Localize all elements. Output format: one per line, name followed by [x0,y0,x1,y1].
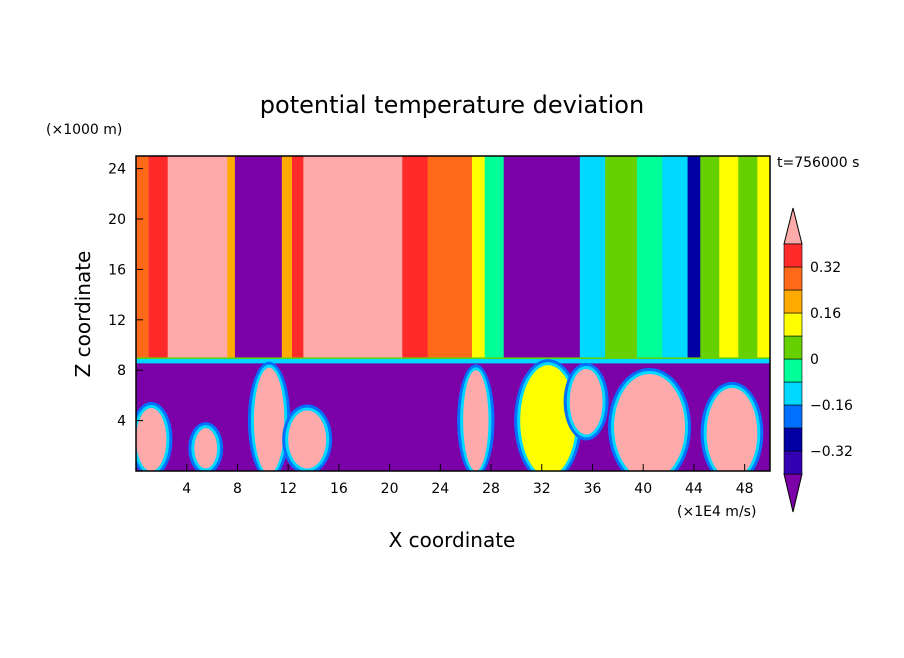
colorbar-tick-label: −0.32 [810,444,853,460]
colorbar-min-extension [783,473,803,513]
upper-column [700,156,720,362]
x-tick-label: 12 [279,481,297,497]
upper-column [662,156,689,362]
lower-feature [569,368,603,435]
y-axis-title: Z coordinate [71,251,95,378]
colorbar-segment [783,312,803,337]
x-tick-label: 24 [431,481,449,497]
x-tick-label: 40 [634,481,652,497]
upper-column [738,156,758,362]
y-tick-label: 16 [108,262,126,278]
inversion-band [136,358,770,364]
upper-column [136,156,150,362]
upper-column [234,156,283,362]
x-tick-label: 36 [584,481,602,497]
colorbar-segment [783,243,803,268]
upper-column [291,156,304,362]
upper-column [148,156,169,362]
colorbar-segment [783,450,803,475]
contour-field [136,156,770,471]
x-unit-label: (×1E4 m/s) [677,504,756,520]
lower-feature [136,408,167,471]
upper-column [687,156,701,362]
colorbar-segment [783,358,803,383]
colorbar-segment [783,404,803,429]
lower-feature [614,373,686,471]
time-label: t=756000 s [777,155,859,171]
colorbar-tick-label: 0.16 [810,306,841,322]
upper-column [427,156,473,362]
x-tick-label: 8 [233,481,242,497]
lower-feature [194,428,218,469]
upper-column [503,156,581,362]
colorbar-segment [783,335,803,360]
y-tick-label: 8 [117,363,126,379]
upper-column [472,156,486,362]
plot-frame [135,155,771,472]
upper-column [605,156,638,362]
upper-column [402,156,429,362]
x-tick-label: 32 [533,481,551,497]
y-tick-label: 12 [108,313,126,329]
colorbar: 0.32 0.16 0 −0.16 −0.32 [783,207,853,513]
lower-feature [253,367,285,471]
upper-column [227,156,236,362]
colorbar-tick-label: −0.16 [810,398,853,414]
colorbar-segment [783,381,803,406]
upper-column [579,156,606,362]
x-axis-title: X coordinate [389,528,516,552]
x-tick-label: 28 [482,481,500,497]
upper-column [757,156,770,362]
inversion-edge [136,357,770,359]
x-tick-label: 44 [685,481,703,497]
x-tick-label: 20 [381,481,399,497]
chart-title: potential temperature deviation [260,91,644,119]
lower-feature [706,387,758,471]
x-axis: 4 8 12 16 20 24 28 32 36 40 44 48 [182,464,754,497]
upper-column [167,156,228,362]
y-tick-label: 4 [117,414,126,430]
colorbar-segment [783,427,803,452]
x-tick-label: 16 [330,481,348,497]
lower-feature [288,410,327,469]
lower-feature [463,370,489,471]
colorbar-tick-label: 0.32 [810,260,841,276]
upper-column [484,156,505,362]
upper-column [719,156,739,362]
x-tick-label: 48 [736,481,754,497]
colorbar-segment [783,266,803,291]
colorbar-max-extension [783,207,803,245]
upper-column [303,156,403,362]
lower-feature [520,365,576,471]
y-unit-label: (×1000 m) [46,122,122,138]
y-axis: 4 8 12 16 20 24 [108,162,143,430]
upper-column [636,156,663,362]
y-tick-label: 24 [108,162,126,178]
colorbar-segment [783,289,803,314]
colorbar-tick-label: 0 [810,352,819,368]
y-tick-label: 20 [108,212,126,228]
x-tick-label: 4 [182,481,191,497]
upper-column [281,156,293,362]
